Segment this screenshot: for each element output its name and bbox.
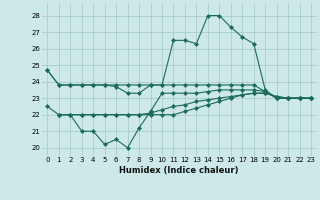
X-axis label: Humidex (Indice chaleur): Humidex (Indice chaleur)	[119, 166, 239, 175]
